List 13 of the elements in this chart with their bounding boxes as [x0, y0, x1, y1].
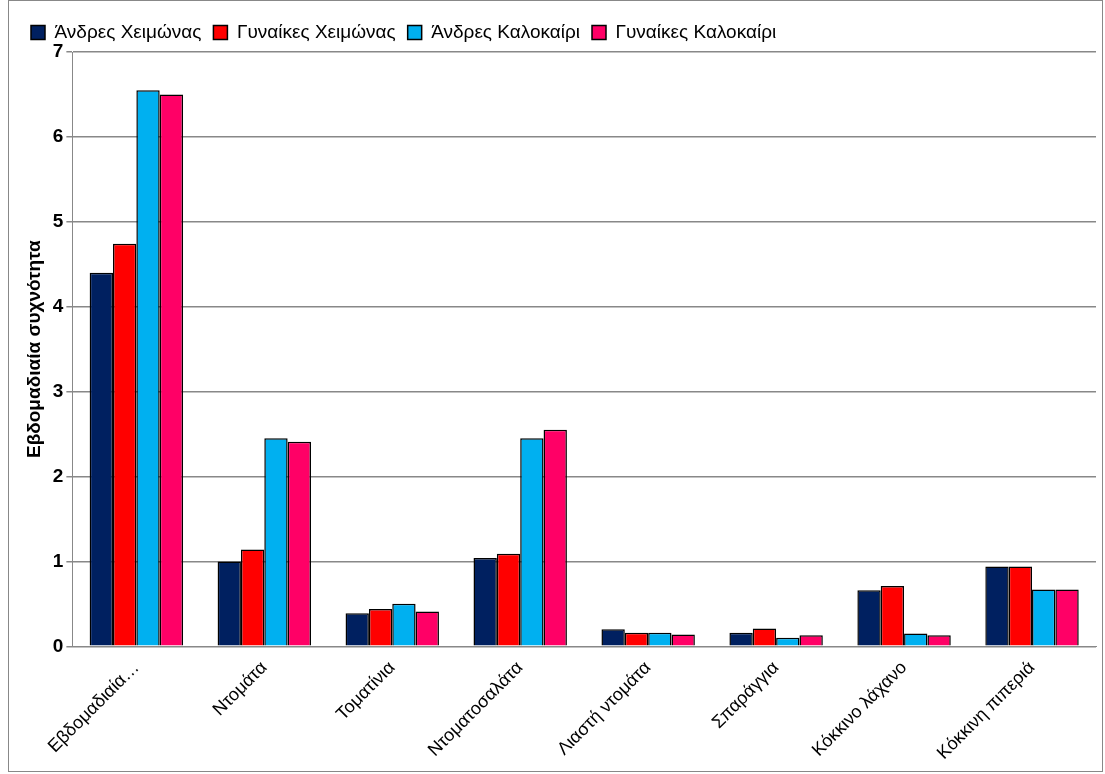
- y-tick-label: 4: [52, 294, 64, 316]
- y-tick-label: 0: [52, 634, 64, 656]
- legend-label: Γυναίκες Καλοκαίρι: [615, 20, 777, 42]
- y-tick-label: 3: [52, 379, 64, 401]
- y-tick-label: 6: [52, 125, 64, 147]
- y-tick-label: 2: [52, 464, 64, 486]
- legend-label: Άνδρες Καλοκαίρι: [431, 20, 581, 42]
- legend-label: Γυναίκες Χειμώνας: [236, 20, 396, 42]
- legend-label: Άνδρες Χειμώνας: [54, 20, 202, 42]
- y-tick-label: 1: [52, 549, 64, 571]
- y-tick-label: 5: [52, 210, 64, 232]
- y-axis-title: Εβδομαδιαία συχνότητα: [22, 239, 44, 459]
- y-tick-label: 7: [52, 40, 64, 62]
